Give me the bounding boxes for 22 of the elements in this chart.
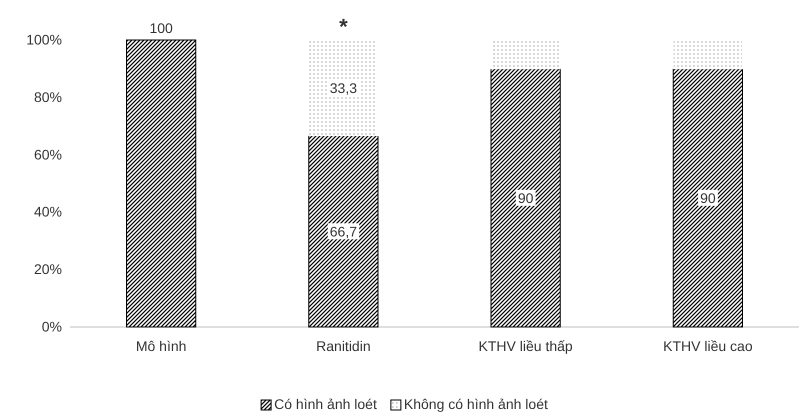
y-tick-label: 0% — [42, 318, 62, 334]
bar — [308, 135, 378, 328]
x-tick-label: KTHV liều cao — [663, 338, 753, 354]
bar — [672, 68, 743, 328]
data-label: 90 — [700, 190, 716, 206]
bar — [126, 40, 196, 328]
y-tick-label: 100% — [26, 31, 62, 48]
x-tick-label: Ranitidin — [316, 338, 371, 354]
data-label: 66,7 — [330, 223, 358, 240]
x-tick-label: Mô hình — [136, 338, 186, 354]
y-tick-label: 20% — [34, 261, 62, 278]
legend-label: Không có hình ảnh loét — [404, 396, 548, 412]
y-tick-label: 80% — [34, 88, 62, 105]
data-label: 33,3 — [330, 80, 358, 96]
annotation: * — [339, 14, 348, 39]
legend-label: Có hình ảnh loét — [274, 396, 377, 412]
y-tick-label: 40% — [34, 204, 62, 220]
x-tick-label: KTHV liều thấp — [478, 338, 573, 354]
data-label: 100 — [149, 20, 174, 36]
y-tick-label: 60% — [34, 146, 62, 162]
bar — [490, 68, 561, 328]
data-label: 90 — [518, 190, 534, 206]
